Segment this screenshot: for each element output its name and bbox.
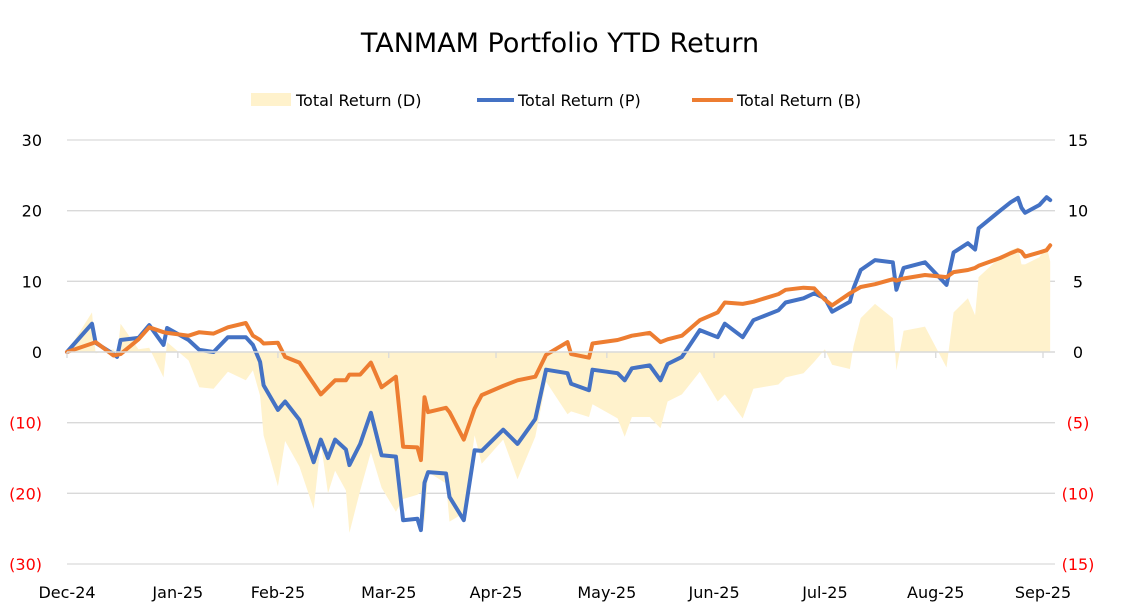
x-tick-label: Feb-25 [251,583,305,602]
y-left-tick-label: 0 [32,343,42,362]
y-left-tick-label: (10) [9,414,42,433]
x-tick-label: Jan-25 [151,583,203,602]
legend-swatch-d [251,93,291,106]
y-right-tick-label: (10) [1062,484,1095,503]
area-total-return-d [67,246,1051,533]
legend: Total Return (D) Total Return (P) Total Re… [251,91,861,110]
x-tick-label: May-25 [577,583,636,602]
x-tick-label: Apr-25 [470,583,523,602]
y-right-tick-label: (15) [1062,555,1095,574]
y-left-tick-label: 20 [22,202,42,221]
line-series [65,195,1053,533]
chart-title: TANMAM Portfolio YTD Return [360,28,759,59]
area-series [67,246,1051,533]
y-right-tick-label: 5 [1073,272,1083,291]
gridlines [67,139,1055,565]
y-right-tick-label: 10 [1068,202,1088,221]
axes: Dec-24 Jan-25 Feb-25 Mar-25 Apr-25 May-25 Jun-… [9,131,1094,602]
y-left-tick-label: (20) [9,484,42,503]
x-tick-label: Dec-24 [38,583,95,602]
y-right-tick-label: 15 [1068,131,1088,150]
y-left-tick-label: 10 [22,272,42,291]
x-tick-label: Mar-25 [361,583,416,602]
legend-label-d: Total Return (D) [295,91,421,110]
legend-label-p: Total Return (P) [517,91,641,110]
legend-label-b: Total Return (B) [736,91,861,110]
x-tick-label: Sep-25 [1015,583,1071,602]
y-right-tick-label: (5) [1067,414,1090,433]
x-tick-label: Jul-25 [801,583,847,602]
x-tick-label: Aug-25 [907,583,964,602]
x-tick-label: Jun-25 [688,583,740,602]
y-left-tick-label: (30) [9,555,42,574]
line-total-return-b [65,243,1053,463]
y-left-tick-label: 30 [22,131,42,150]
y-right-tick-label: 0 [1073,343,1083,362]
